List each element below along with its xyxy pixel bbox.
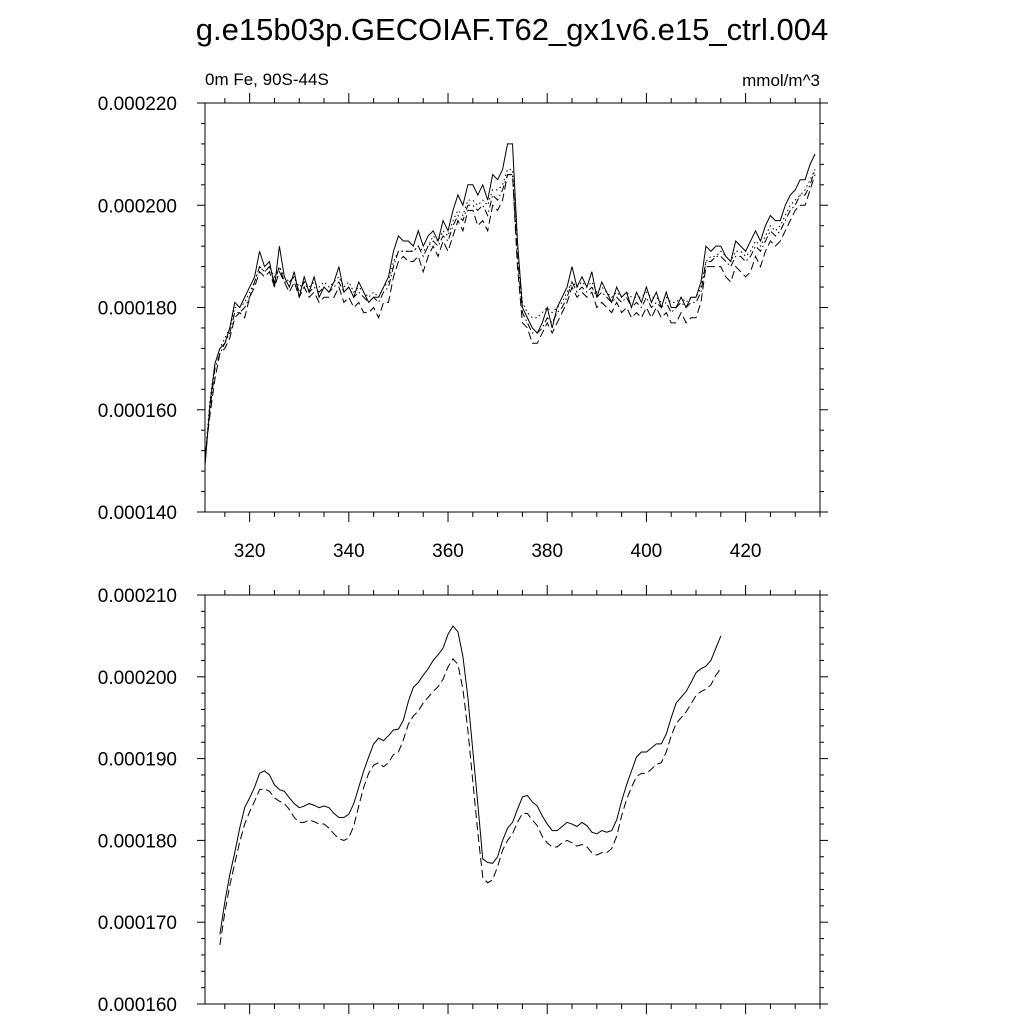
bottom-y-tick-label: 0.000210 — [98, 586, 177, 607]
bottom-panel: 0.000160 0.000170 0.000180 0.000190 0.000200… — [98, 585, 828, 1016]
bottom-panel-series — [219, 625, 722, 946]
bottom-y-tick-label: 0.000190 — [98, 750, 177, 771]
top-panel-subtitle-left: 0m Fe, 90S-44S — [205, 70, 329, 89]
top-series-line-1-solid — [204, 143, 816, 467]
top-panel-series — [204, 143, 816, 467]
top-series-line-4-dotted — [204, 168, 816, 461]
chart-main-title: g.e15b03p.GECOIAF.T62_gx1v6.e15_ctrl.004 — [196, 12, 828, 47]
top-panel-ticks: 0.000140 0.000160 0.000180 0.000200 0.000220… — [98, 93, 828, 562]
top-y-tick-label: 0.000180 — [98, 299, 177, 320]
top-panel: 0m Fe, 90S-44S mmol/m^3 0.000140 0.000160… — [98, 70, 828, 562]
top-x-tick-label: 320 — [234, 541, 266, 562]
top-panel-subtitle-right: mmol/m^3 — [742, 71, 820, 90]
bottom-series-line-2-dashed — [219, 657, 722, 946]
top-panel-frame — [204, 102, 821, 513]
bottom-panel-ticks: 0.000160 0.000170 0.000180 0.000190 0.000200… — [98, 585, 828, 1016]
top-series-line-2-dashed — [204, 174, 816, 456]
bottom-series-line-1-solid — [219, 625, 722, 935]
top-x-tick-label: 400 — [631, 541, 663, 562]
top-x-tick-label: 380 — [531, 541, 563, 562]
top-y-tick-label: 0.000200 — [98, 196, 177, 217]
top-x-tick-label: 340 — [333, 541, 365, 562]
bottom-y-tick-label: 0.000200 — [98, 668, 177, 689]
bottom-panel-frame — [204, 594, 821, 1005]
top-series-line-3-dashdot — [204, 169, 816, 461]
top-y-tick-label: 0.000160 — [98, 401, 177, 422]
top-y-tick-label: 0.000220 — [98, 94, 177, 115]
bottom-y-tick-label: 0.000180 — [98, 831, 177, 852]
top-y-tick-label: 0.000140 — [98, 503, 177, 524]
bottom-y-tick-label: 0.000170 — [98, 913, 177, 934]
top-x-tick-label: 360 — [432, 541, 464, 562]
top-x-tick-label: 420 — [730, 541, 762, 562]
bottom-y-tick-label: 0.000160 — [98, 995, 177, 1016]
